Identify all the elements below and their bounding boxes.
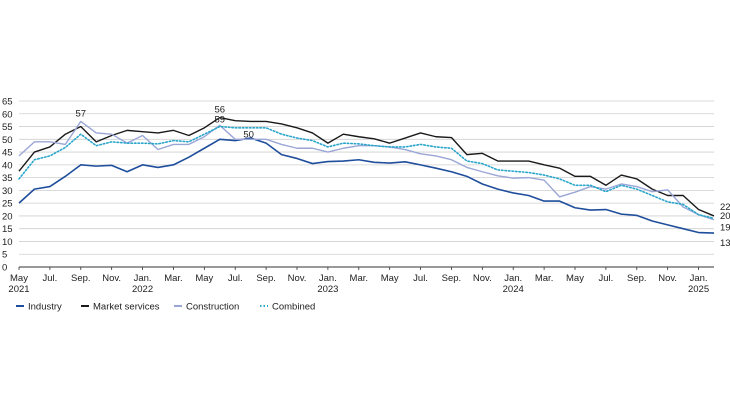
x-tick-year-44: 2025 xyxy=(688,284,709,295)
x-tick-label-12: May xyxy=(195,273,213,284)
y-tick-label-20: 20 xyxy=(2,211,13,222)
legend-label-1: Market services xyxy=(93,302,160,313)
annotation-label-2: 59 xyxy=(214,114,225,125)
legend-label-2: Construction xyxy=(186,302,239,313)
x-tick-label-26: Jul. xyxy=(413,273,428,284)
x-tick-label-32: Jan. xyxy=(504,273,522,284)
annotation-label-1: 56 xyxy=(214,105,225,116)
annotation-label-3: 50 xyxy=(243,129,254,140)
y-tick-label-35: 35 xyxy=(2,173,13,184)
x-tick-label-18: Nov. xyxy=(288,273,307,284)
y-tick-label-60: 60 xyxy=(2,109,13,120)
y-tick-label-65: 65 xyxy=(2,97,13,108)
y-tick-label-50: 50 xyxy=(2,135,13,146)
x-tick-label-28: Sep. xyxy=(442,273,462,284)
x-tick-label-44: Jan. xyxy=(690,273,708,284)
x-tick-label-10: Mar. xyxy=(164,273,182,284)
y-tick-label-5: 5 xyxy=(2,250,7,261)
legend: Industry Market services Construction Combi… xyxy=(16,302,315,313)
y-tick-label-30: 30 xyxy=(2,186,13,197)
annotation-label-0: 57 xyxy=(75,108,86,119)
y-tick-label-10: 10 xyxy=(2,237,13,248)
y-tick-label-45: 45 xyxy=(2,148,13,159)
series-lines xyxy=(18,116,715,234)
x-tick-label-16: Sep. xyxy=(256,273,276,284)
x-tick-year-8: 2022 xyxy=(132,284,153,295)
x-tick-label-6: Nov. xyxy=(102,273,121,284)
x-tick-label-8: Jan. xyxy=(134,273,152,284)
series-line-combined xyxy=(18,125,715,220)
x-tick-year-20: 2023 xyxy=(317,284,338,295)
x-tick-label-30: Nov. xyxy=(473,273,492,284)
annotation-label-4: 22 xyxy=(720,202,730,213)
x-tick-label-22: Mar. xyxy=(350,273,368,284)
y-tick-label-15: 15 xyxy=(2,224,13,235)
x-tick-label-0: May xyxy=(10,273,28,284)
y-tick-label-25: 25 xyxy=(2,199,13,210)
legend-label-0: Industry xyxy=(28,302,62,313)
x-tick-label-42: Nov. xyxy=(658,273,677,284)
series-line-industry xyxy=(18,137,715,234)
x-tick-label-24: May xyxy=(381,273,399,284)
x-tick-label-38: Jul. xyxy=(598,273,613,284)
y-tick-label-40: 40 xyxy=(2,160,13,171)
x-tick-label-20: Jan. xyxy=(319,273,337,284)
annotation-label-5: 20 xyxy=(720,211,730,222)
y-tick-label-55: 55 xyxy=(2,122,13,133)
gridlines xyxy=(19,100,714,255)
legend-label-3: Combined xyxy=(272,302,315,313)
y-tick-label-0: 0 xyxy=(2,263,7,274)
x-tick-label-14: Jul. xyxy=(228,273,243,284)
x-tick-label-40: Sep. xyxy=(627,273,647,284)
x-tick-year-0: 2021 xyxy=(8,284,29,295)
series-line-market-services xyxy=(18,116,715,217)
x-tick-label-36: May xyxy=(566,273,584,284)
annotation-label-6: 19 xyxy=(720,222,730,233)
x-tick-label-34: Mar. xyxy=(535,273,553,284)
annotation-label-7: 13 xyxy=(720,238,730,249)
x-tick-label-2: Jul. xyxy=(42,273,57,284)
x-tick-label-4: Sep. xyxy=(71,273,91,284)
x-tick-year-32: 2024 xyxy=(503,284,524,295)
